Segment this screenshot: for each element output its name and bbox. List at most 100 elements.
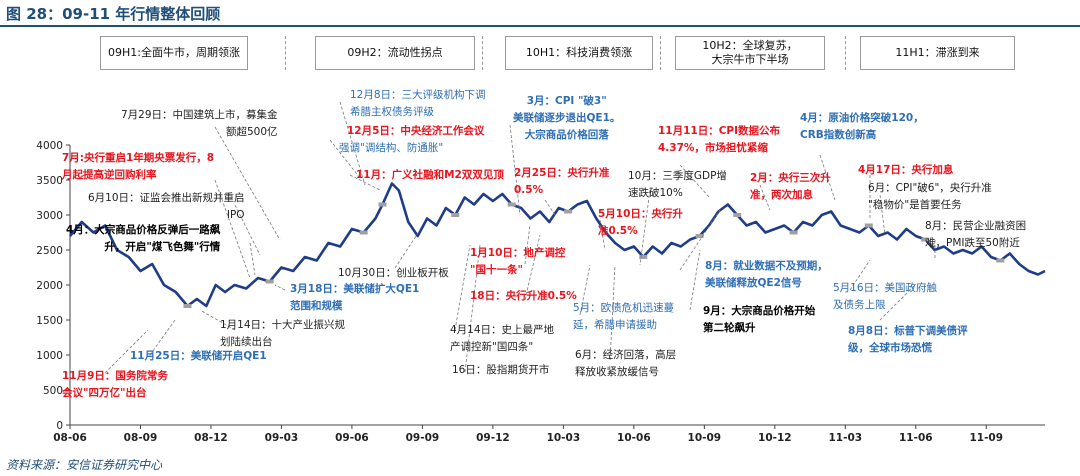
annotation-leader — [879, 284, 916, 321]
annotation-leader — [689, 249, 701, 311]
annotation-leader — [464, 244, 481, 373]
phase-divider — [482, 36, 483, 70]
event-annotation: 6月10日：证监会推出新规并重启 IPO — [88, 190, 245, 224]
event-annotation: 11月25日：美联储开启QE1 — [130, 348, 267, 365]
annotation-leader — [509, 124, 521, 216]
event-annotation: 18日：央行升准0.5% — [470, 288, 577, 305]
annotation-leader — [524, 234, 541, 301]
annotation-line: 6月10日：证监会推出新规并重启 — [88, 192, 245, 204]
annotation-leader — [454, 244, 471, 331]
annotation-line: 速跌破10% — [628, 187, 683, 199]
annotation-line: 大宗商品价格回落 — [524, 129, 609, 141]
annotation-leader — [349, 174, 381, 191]
annotation-leader — [199, 309, 236, 331]
annotation-line: 11月25日：美联储开启QE1 — [130, 350, 267, 362]
annotation-line: 0.5% — [514, 184, 544, 196]
x-tick-label: 09-06 — [335, 432, 369, 444]
annotation-line: 6月：CPI"破6"，央行升准 — [868, 182, 992, 194]
annotation-leader — [759, 184, 771, 211]
annotation-leader — [104, 329, 149, 374]
annotation-leader — [234, 204, 261, 256]
annotation-line: 2月25日：央行升准 — [514, 167, 610, 179]
annotation-line: 1月14日：十大产业振兴规 — [220, 319, 346, 331]
annotation-leader — [679, 164, 711, 199]
x-tick-label: 10-12 — [758, 432, 792, 444]
annotation-line: 7月:央行重启1年期央票发行，8 — [62, 152, 215, 164]
annotation-line: 8月8日：标普下调美债评 — [848, 325, 968, 337]
event-annotation: 6月：经济回落，高层 释放收紧放缓信号 — [575, 347, 676, 381]
annotation-line: 希腊主权债务评级 — [350, 106, 434, 118]
annotation-line: 3月18日：美联储扩大QE1 — [290, 283, 420, 295]
annotation-leader — [274, 284, 286, 291]
event-annotation: 4月17日：央行加息 — [858, 162, 953, 179]
event-annotation: 1月14日：十大产业振兴规 划陆续出台 — [220, 317, 345, 351]
annotation-leader — [214, 179, 251, 279]
annotation-line: 1月10日：地产调控 — [470, 247, 566, 259]
annotation-leader — [339, 101, 366, 186]
event-annotation: 2月25日：央行升准 0.5% — [514, 165, 609, 199]
phase-box-1: 09H1:全面牛市，周期领涨 — [100, 36, 248, 70]
event-annotation: 3月18日：美联储扩大QE1 范围和规模 — [290, 281, 419, 315]
annotation-line: 10月：三季度GDP增 — [628, 170, 727, 182]
y-tick-label: 3500 — [36, 175, 63, 187]
y-tick-label: 500 — [43, 385, 63, 397]
annotation-leader — [394, 229, 421, 269]
event-annotation: 6月：CPI"破6"，央行升准 "稳物价"是首要任务 — [868, 180, 992, 214]
phase-divider — [845, 36, 846, 70]
event-annotation: 16日：股指期货开市 — [452, 362, 549, 379]
event-annotation: 7月:央行重启1年期央票发行，8 月起提高逆回购利率 — [62, 150, 214, 184]
x-tick-label: 11-06 — [899, 432, 933, 444]
annotation-line: 强调"调结构、防通胀" — [339, 142, 444, 154]
annotation-line: 10月30日：创业板开板 — [338, 267, 449, 279]
annotation-leader — [329, 139, 361, 179]
phase-box-2: 09H2：流动性拐点 — [315, 36, 475, 70]
annotation-line: 7月29日：中国建筑上市，募集金 — [121, 109, 278, 121]
event-annotation: 强调"调结构、防通胀" — [339, 140, 443, 157]
event-annotation: 8月：就业数据不及预期， 美联储释放QE2信号 — [705, 258, 828, 292]
annotation-line: 级，全球市场恐慌 — [848, 342, 932, 354]
x-tick-label: 09-12 — [476, 432, 510, 444]
annotation-line: 5月16日：美国政府触 — [833, 282, 938, 294]
annotation-line: 12月8日：三大评级机构下调 — [350, 89, 486, 101]
page-title: 图 28：09-11 年行情整体回顾 — [6, 5, 221, 23]
annotation-leader — [849, 259, 871, 291]
annotation-leader — [544, 199, 556, 216]
annotation-line: 16日：股指期货开市 — [452, 364, 550, 376]
x-tick-label: 10-03 — [547, 432, 581, 444]
annotation-line: 4月14日：史上最严地 — [450, 324, 555, 336]
annotation-line: 4.37%，市场担忧紧缩 — [658, 142, 768, 154]
event-annotation: 3月：CPI "破3" 美联储逐步退出QE1。 大宗商品价格回落 — [513, 93, 620, 144]
annotation-leader — [609, 264, 616, 361]
phase-box-4: 10H2：全球复苏， 大宗牛市下半场 — [675, 36, 825, 70]
annotation-line: CRB指数创新高 — [800, 129, 877, 141]
annotation-line: 5月10日：央行升 — [598, 208, 683, 220]
x-tick-label: 11-09 — [969, 432, 1003, 444]
phase-box-3: 10H1：科技消费领涨 — [505, 36, 653, 70]
annotation-leader — [149, 319, 176, 356]
event-annotation: 4月：原油价格突破120， CRB指数创新高 — [800, 110, 924, 144]
event-annotation: 8月8日：标普下调美债评 级，全球市场恐慌 — [848, 323, 968, 357]
y-tick-label: 0 — [56, 420, 63, 432]
event-annotation: 12月5日：中央经济工作会议 — [347, 123, 484, 140]
x-tick-label: 11-03 — [829, 432, 863, 444]
annotation-line: 准0.5% — [598, 225, 638, 237]
annotation-line: IPO — [226, 209, 245, 221]
annotation-line: 释放收紧放缓信号 — [575, 366, 659, 378]
y-tick-label: 3000 — [36, 210, 63, 222]
annotation-line: 12月5日：中央经济工作会议 — [347, 125, 485, 137]
annotation-line: 美联储逐步退出QE1。 — [513, 112, 621, 124]
event-annotation: 1月10日：地产调控 "国十一条" — [470, 245, 565, 279]
annotation-line: 准，两次加息 — [750, 189, 813, 201]
annotation-line: 9月：大宗商品价格开始 — [703, 305, 816, 317]
event-annotation: 12月8日：三大评级机构下调 希腊主权债务评级 — [350, 87, 486, 121]
annotation-leader — [249, 242, 256, 276]
event-annotation: 7月29日：中国建筑上市，募集金 额超500亿 — [121, 107, 278, 141]
annotation-line: 难，PMI跌至50附近 — [925, 237, 1020, 249]
annotation-line: "稳物价"是首要任务 — [868, 199, 962, 211]
annotation-line: 3月：CPI "破3" — [526, 95, 607, 107]
annotation-leader — [639, 189, 651, 266]
y-tick-label: 1000 — [36, 350, 63, 362]
y-tick-label: 4000 — [36, 140, 63, 152]
event-annotation: 9月：大宗商品价格开始 第二轮飙升 — [703, 303, 815, 337]
